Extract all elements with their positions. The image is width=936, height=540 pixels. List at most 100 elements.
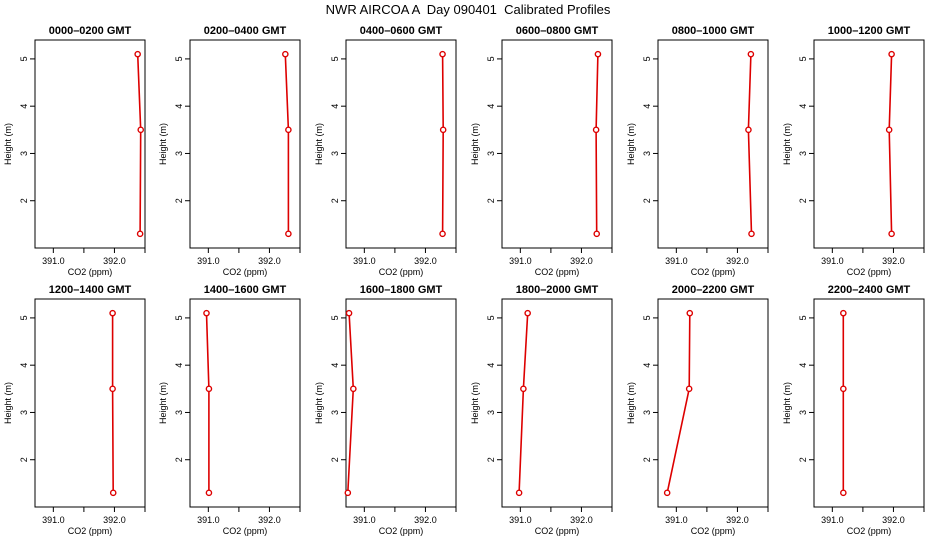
x-tick-label: 392.0 bbox=[570, 515, 593, 525]
data-point bbox=[515, 489, 523, 497]
y-axis-label: Height (m) bbox=[470, 382, 480, 424]
y-axis-label: Height (m) bbox=[782, 123, 792, 165]
panel-title: 0200–0400 GMT bbox=[204, 25, 287, 37]
y-tick-label: 5 bbox=[486, 56, 496, 61]
y-tick-label: 5 bbox=[798, 315, 808, 320]
y-tick-label: 2 bbox=[486, 198, 496, 203]
y-axis-label: Height (m) bbox=[314, 123, 324, 165]
y-tick-label: 4 bbox=[330, 104, 340, 109]
data-point bbox=[109, 385, 116, 393]
data-point bbox=[137, 126, 145, 134]
y-tick-label: 3 bbox=[330, 151, 340, 156]
data-point bbox=[109, 309, 116, 317]
profile-line bbox=[888, 54, 893, 234]
x-tick-label: 392.0 bbox=[103, 515, 126, 525]
plot-frame bbox=[345, 298, 457, 508]
data-point bbox=[136, 230, 144, 238]
y-axis-label: Height (m) bbox=[470, 123, 480, 165]
plot-frame bbox=[501, 298, 613, 508]
x-axis-label: CO2 (ppm) bbox=[379, 526, 424, 536]
x-tick-label: 391.0 bbox=[353, 515, 376, 525]
data-point bbox=[685, 385, 693, 393]
y-axis-label: Height (m) bbox=[3, 382, 13, 424]
y-axis-label: Height (m) bbox=[626, 123, 636, 165]
data-point bbox=[205, 489, 213, 497]
y-tick-label: 3 bbox=[174, 151, 184, 156]
data-point bbox=[663, 489, 671, 497]
data-point bbox=[205, 385, 213, 393]
x-tick-label: 392.0 bbox=[258, 256, 281, 266]
x-axis-label: CO2 (ppm) bbox=[68, 526, 113, 536]
x-tick-label: 391.0 bbox=[42, 515, 65, 525]
y-tick-label: 3 bbox=[330, 410, 340, 415]
data-point bbox=[203, 309, 210, 317]
panel-title: 2200–2400 GMT bbox=[828, 284, 911, 296]
profile-line bbox=[441, 54, 445, 234]
x-axis-label: CO2 (ppm) bbox=[223, 526, 268, 536]
y-tick-label: 5 bbox=[174, 315, 184, 320]
x-tick-label: 391.0 bbox=[353, 256, 376, 266]
panel-title: 1600–1800 GMT bbox=[360, 284, 443, 296]
x-tick-label: 391.0 bbox=[197, 256, 220, 266]
plot-frame bbox=[34, 39, 146, 249]
y-tick-label: 3 bbox=[19, 410, 29, 415]
profile-line bbox=[747, 54, 753, 234]
x-axis-label: CO2 (ppm) bbox=[223, 267, 268, 277]
y-tick-label: 5 bbox=[19, 56, 29, 61]
y-tick-label: 3 bbox=[486, 410, 496, 415]
y-tick-label: 3 bbox=[642, 410, 652, 415]
data-point bbox=[285, 230, 292, 238]
y-tick-label: 2 bbox=[330, 457, 340, 462]
data-point bbox=[885, 126, 893, 134]
data-point bbox=[134, 50, 141, 58]
panel-title: 0000–0200 GMT bbox=[49, 25, 132, 37]
y-tick-label: 2 bbox=[174, 457, 184, 462]
data-point bbox=[344, 489, 352, 497]
y-tick-label: 4 bbox=[486, 104, 496, 109]
y-tick-label: 5 bbox=[642, 56, 652, 61]
data-point bbox=[840, 309, 847, 317]
data-point bbox=[592, 126, 600, 134]
plot-frame bbox=[813, 298, 925, 508]
y-axis-label: Height (m) bbox=[3, 123, 13, 165]
plot-frame bbox=[813, 39, 925, 249]
x-tick-label: 392.0 bbox=[726, 515, 749, 525]
data-point bbox=[439, 126, 447, 134]
profile-line bbox=[595, 54, 599, 234]
x-tick-label: 391.0 bbox=[197, 515, 220, 525]
data-point bbox=[345, 309, 353, 317]
x-axis-label: CO2 (ppm) bbox=[535, 267, 580, 277]
profile-line bbox=[205, 313, 210, 493]
plot-frame bbox=[189, 298, 301, 508]
panel-title: 2000–2200 GMT bbox=[672, 284, 755, 296]
plot-frame bbox=[657, 39, 769, 249]
x-axis-label: CO2 (ppm) bbox=[68, 267, 113, 277]
x-tick-label: 392.0 bbox=[570, 256, 593, 266]
y-tick-label: 3 bbox=[642, 151, 652, 156]
data-point bbox=[745, 126, 752, 134]
x-tick-label: 392.0 bbox=[103, 256, 126, 266]
y-tick-label: 4 bbox=[798, 104, 808, 109]
x-axis-label: CO2 (ppm) bbox=[847, 267, 892, 277]
plot-frame bbox=[501, 39, 613, 249]
data-point bbox=[888, 50, 895, 58]
y-tick-label: 4 bbox=[642, 363, 652, 368]
y-tick-label: 2 bbox=[642, 198, 652, 203]
y-tick-label: 4 bbox=[486, 363, 496, 368]
y-tick-label: 2 bbox=[174, 198, 184, 203]
y-tick-label: 5 bbox=[19, 315, 29, 320]
data-point bbox=[439, 50, 446, 58]
plot-frame bbox=[345, 39, 457, 249]
profile-line bbox=[518, 313, 529, 493]
profile-line bbox=[111, 313, 114, 493]
y-axis-label: Height (m) bbox=[158, 123, 168, 165]
x-axis-label: CO2 (ppm) bbox=[847, 526, 892, 536]
data-point bbox=[109, 489, 117, 497]
y-tick-label: 4 bbox=[330, 363, 340, 368]
data-point bbox=[524, 309, 531, 317]
panel-title: 1200–1400 GMT bbox=[49, 284, 132, 296]
panel-title: 1800–2000 GMT bbox=[516, 284, 599, 296]
y-tick-label: 4 bbox=[798, 363, 808, 368]
y-tick-label: 3 bbox=[19, 151, 29, 156]
